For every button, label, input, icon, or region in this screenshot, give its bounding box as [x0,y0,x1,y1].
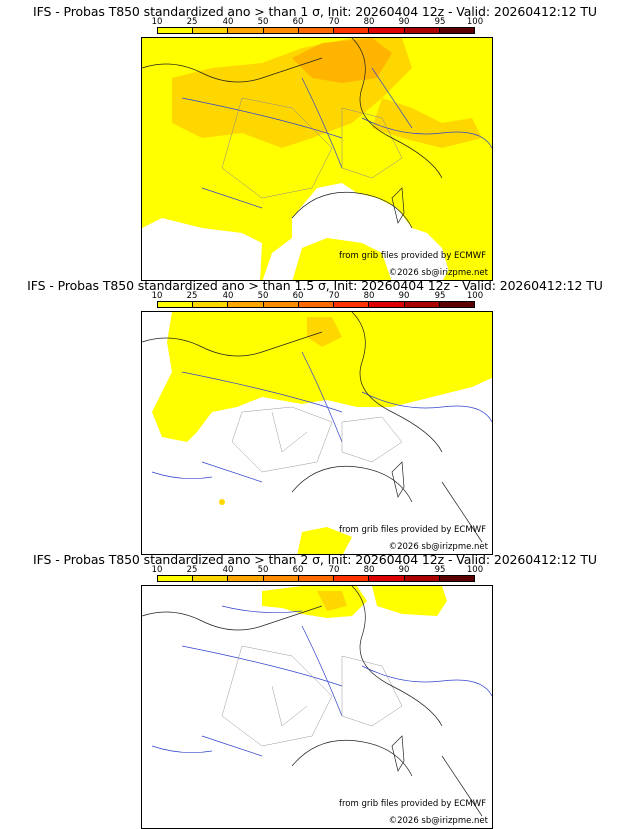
colorbar-tick: 40 [222,17,234,27]
colorbar: 10 25 40 50 60 70 80 90 95 100 [152,291,483,308]
colorbar: 10 25 40 50 60 70 80 90 95 100 [152,17,483,34]
colorbar-swatches [157,301,475,308]
colorbar-tick: 80 [363,565,375,575]
colorbar-tick: 25 [186,565,198,575]
colorbar-tick: 100 [466,565,484,575]
colorbar-tick: 40 [222,565,234,575]
colorbar-tick: 40 [222,291,234,301]
colorbar-swatch [369,28,405,33]
colorbar-tick: 60 [292,17,304,27]
map-graphic [142,38,492,280]
copyright-credit: ©2026 sb@irizpme.net [388,268,488,278]
map-panel-3: IFS - Probas T850 standardized ano > tha… [0,552,630,829]
colorbar-tick: 60 [292,291,304,301]
colorbar-tick: 50 [257,565,269,575]
colorbar-tick: 70 [328,17,340,27]
colorbar-swatch [193,302,229,307]
colorbar-tick: 70 [328,291,340,301]
colorbar-swatch [263,28,299,33]
colorbar-tick: 95 [434,291,446,301]
colorbar-tick: 25 [186,17,198,27]
colorbar-swatch [439,576,474,581]
colorbar-tick: 100 [466,291,484,301]
colorbar-swatch [193,576,229,581]
colorbar-swatches [157,575,475,582]
colorbar-swatch [439,302,474,307]
colorbar-tick: 50 [257,291,269,301]
colorbar-swatch [228,576,264,581]
colorbar-swatch [298,302,335,307]
colorbar-swatch [193,28,229,33]
colorbar-swatch [334,28,370,33]
colorbar-swatches [157,27,475,34]
colorbar-swatch [263,302,299,307]
map-panel-1: IFS - Probas T850 standardized ano > tha… [0,4,630,281]
panel-title: IFS - Probas T850 standardized ano > tha… [33,552,597,567]
colorbar-swatch [404,28,440,33]
colorbar-tick: 10 [151,291,163,301]
colorbar-swatch [369,302,405,307]
colorbar-tick: 80 [363,291,375,301]
panel-title: IFS - Probas T850 standardized ano > tha… [27,278,603,293]
colorbar-tick: 90 [398,17,410,27]
colorbar-swatch [334,576,370,581]
probability-map: from grib files provided by ECMWF ©2026 … [141,37,493,281]
colorbar-tick: 90 [398,291,410,301]
source-credit: from grib files provided by ECMWF [339,799,486,809]
copyright-credit: ©2026 sb@irizpme.net [388,816,488,826]
colorbar-swatch [228,302,264,307]
colorbar-tick: 50 [257,17,269,27]
colorbar-tick: 70 [328,565,340,575]
colorbar-tick: 10 [151,17,163,27]
panel-title: IFS - Probas T850 standardized ano > tha… [33,4,597,19]
colorbar-swatch [298,28,335,33]
colorbar-tick: 95 [434,17,446,27]
colorbar-swatch [158,28,194,33]
copyright-credit: ©2026 sb@irizpme.net [388,542,488,552]
colorbar: 10 25 40 50 60 70 80 90 95 100 [152,565,483,582]
source-credit: from grib files provided by ECMWF [339,251,486,261]
colorbar-tick: 80 [363,17,375,27]
colorbar-tick: 95 [434,565,446,575]
probability-map: from grib files provided by ECMWF ©2026 … [141,311,493,555]
colorbar-swatch [298,576,335,581]
colorbar-swatch [263,576,299,581]
map-graphic [142,586,492,828]
source-credit: from grib files provided by ECMWF [339,525,486,535]
colorbar-tick: 60 [292,565,304,575]
colorbar-swatch [228,28,264,33]
colorbar-swatch [158,302,194,307]
colorbar-swatch [404,576,440,581]
map-panel-2: IFS - Probas T850 standardized ano > tha… [0,278,630,555]
colorbar-swatch [369,576,405,581]
colorbar-tick: 90 [398,565,410,575]
colorbar-swatch [334,302,370,307]
probability-map: from grib files provided by ECMWF ©2026 … [141,585,493,829]
colorbar-swatch [439,28,474,33]
colorbar-tick: 25 [186,291,198,301]
colorbar-tick: 100 [466,17,484,27]
colorbar-swatch [158,576,194,581]
colorbar-tick: 10 [151,565,163,575]
map-graphic [142,312,492,554]
colorbar-swatch [404,302,440,307]
